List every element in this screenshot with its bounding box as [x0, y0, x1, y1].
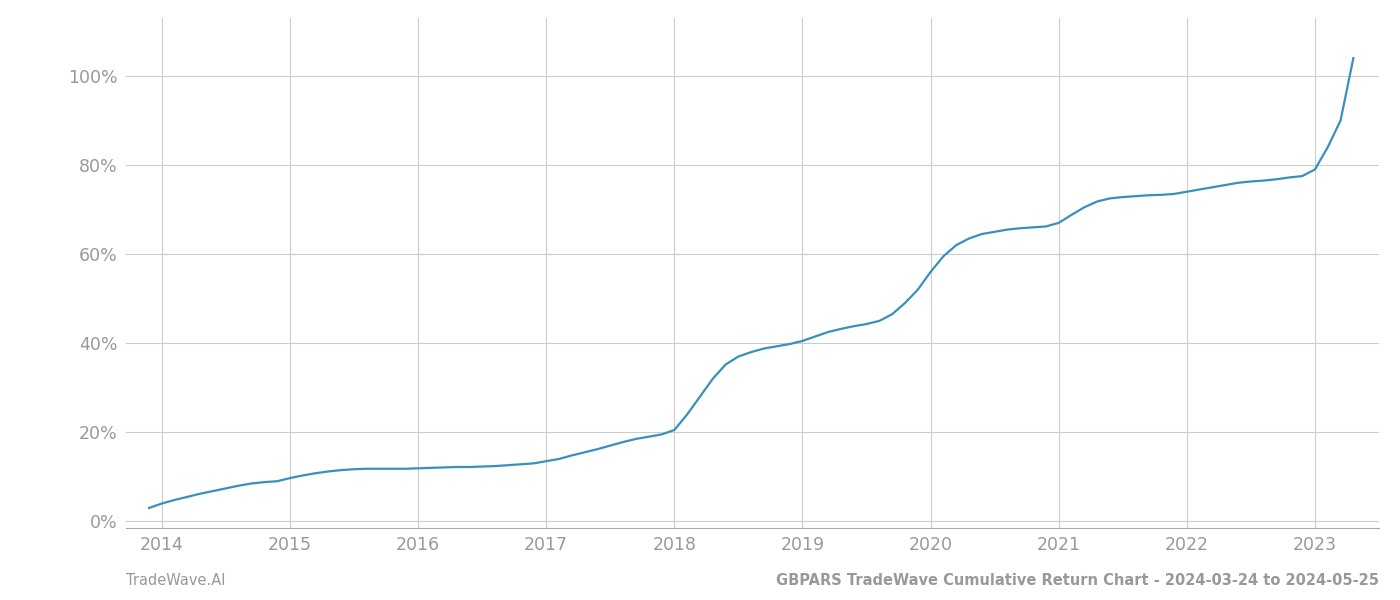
Text: GBPARS TradeWave Cumulative Return Chart - 2024-03-24 to 2024-05-25: GBPARS TradeWave Cumulative Return Chart… — [776, 573, 1379, 588]
Text: TradeWave.AI: TradeWave.AI — [126, 573, 225, 588]
